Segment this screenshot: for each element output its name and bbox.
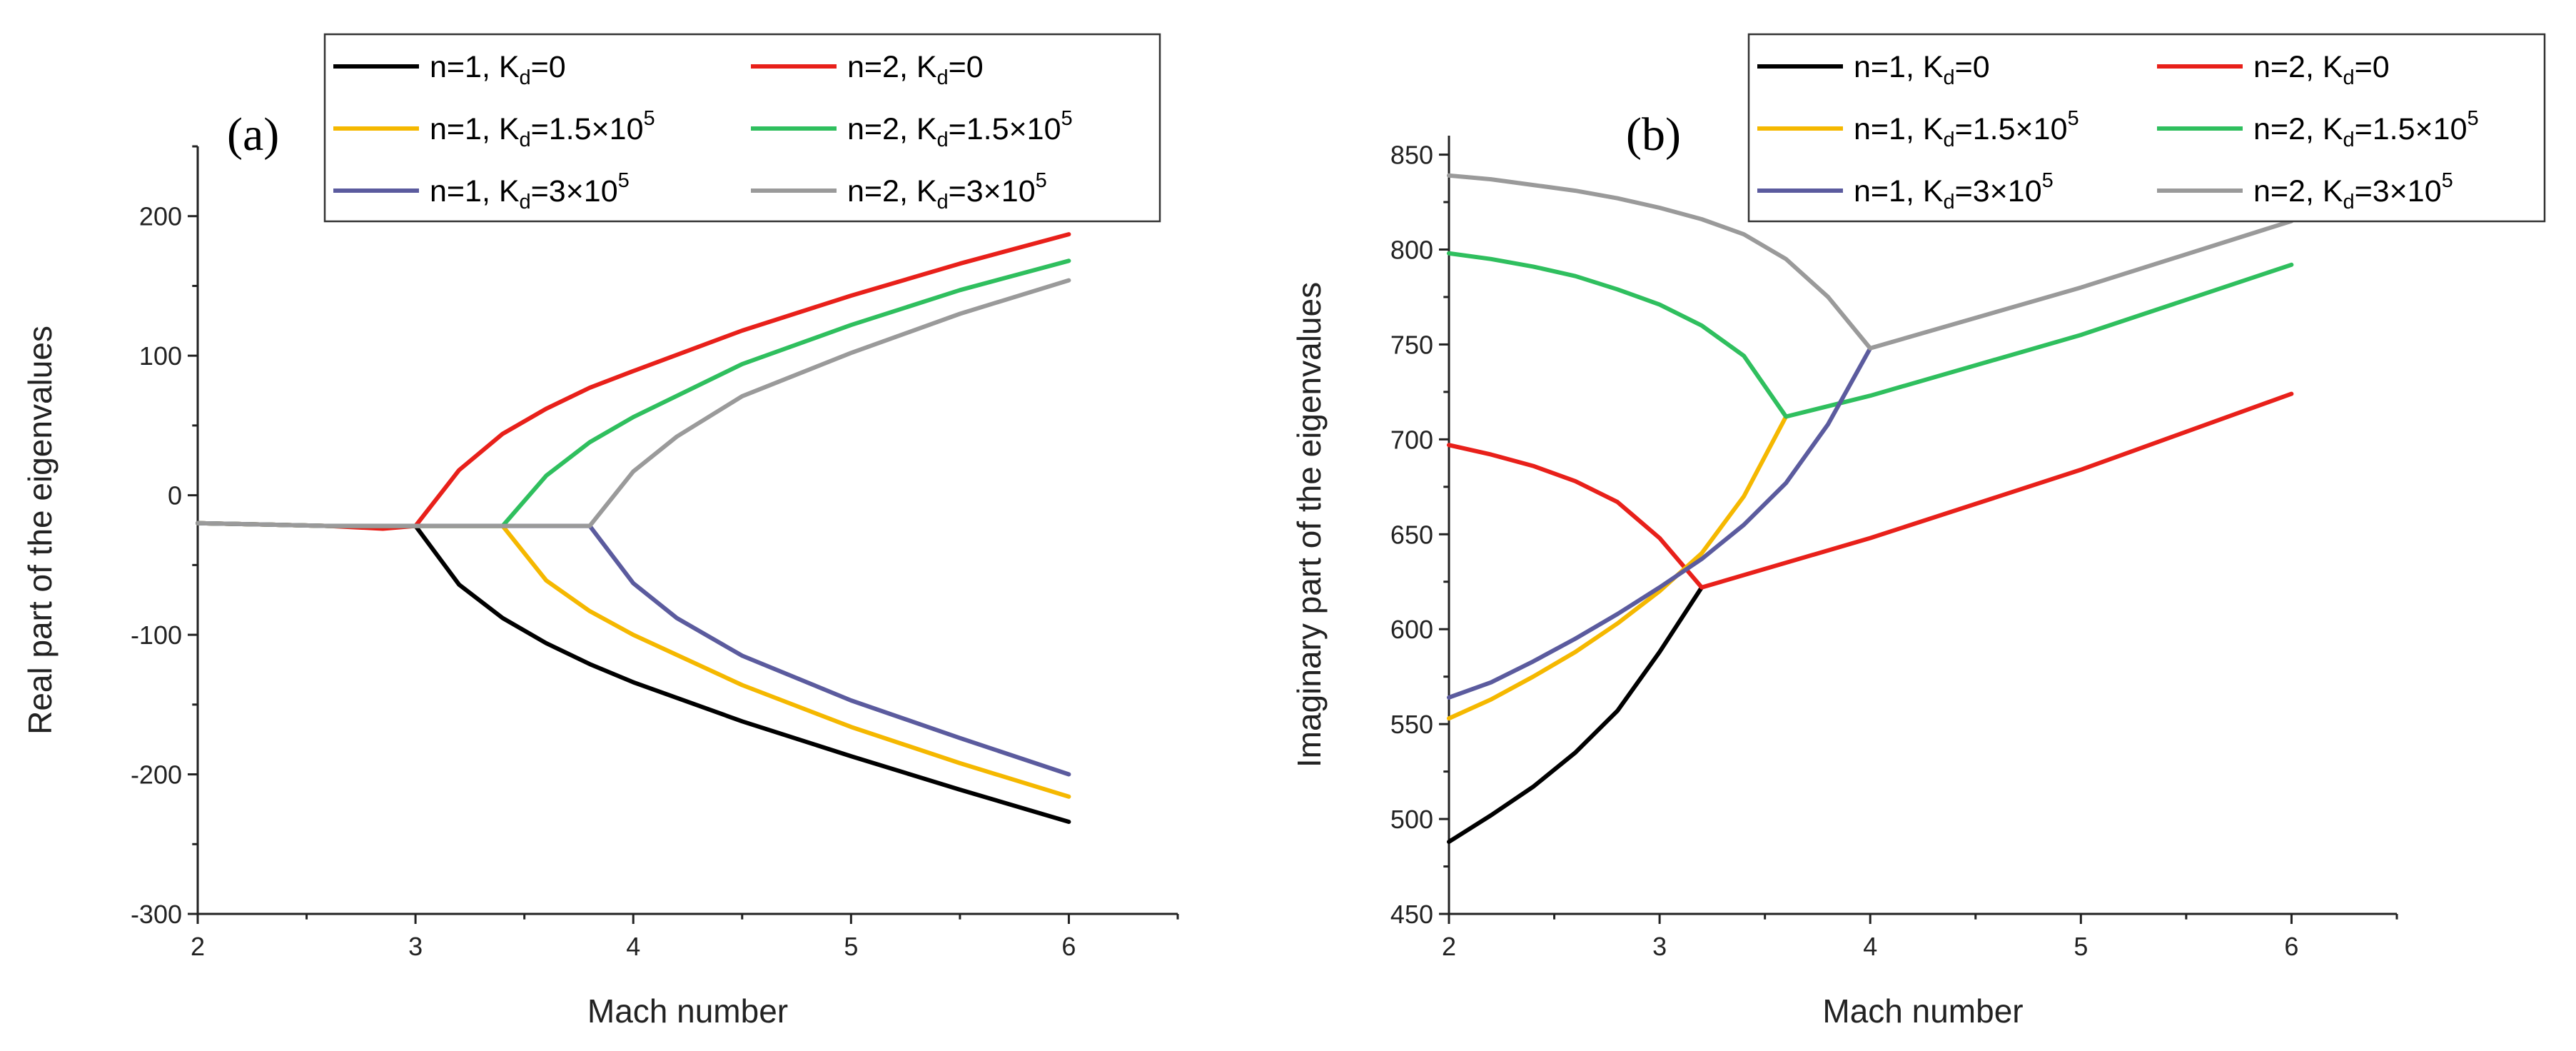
chart1-legend-label: n=2, Kd=3×105 <box>847 169 1047 213</box>
chart1-x-tick-label: 5 <box>844 932 858 961</box>
chart1-y-tick-label: -200 <box>131 760 182 790</box>
chart2-series-line-6 <box>1447 173 2294 351</box>
chart1-y-tick-label: -100 <box>131 620 182 650</box>
chart2-legend-label: n=1, Kd=0 <box>1854 50 1990 89</box>
chart1-axes: 2 3 4 5 6 -300 -200 -100 0 100 200 <box>131 145 1179 961</box>
chart1-legend-label: n=2, Kd=0 <box>847 50 984 89</box>
chart2-y-tick-label: 600 <box>1390 615 1433 644</box>
chart2-legend: n=1, Kd=0 n=2, Kd=0 n=1, Kd=1.5×105 n=2, Kd… <box>1747 33 2546 223</box>
chart1-legend-label: n=1, Kd=3×105 <box>430 169 630 213</box>
chart2-legend-label: n=2, Kd=3×105 <box>2253 169 2453 213</box>
chart2-x-tick-label: 6 <box>2284 932 2298 961</box>
chart2-legend-item-1: n=1, Kd=0 <box>1757 50 1990 89</box>
chart1-legend-box <box>323 33 1161 223</box>
chart2-y-tick-label: 700 <box>1390 425 1433 454</box>
chart1-y-axis-title: Real part of the eigenvalues <box>21 326 59 735</box>
chart2-panel-label: (b) <box>1626 109 1681 161</box>
chart1-legend-item-4: n=2, Kd=1.5×105 <box>751 107 1073 151</box>
chart1-y-tick-label: 0 <box>168 481 182 511</box>
chart1-series-line-3 <box>196 521 1071 799</box>
chart-panel-a: 2 3 4 5 6 -300 -200 -100 0 100 200 Mach number Real … <box>21 33 1179 1030</box>
chart2-series-line-3 <box>1447 414 1789 721</box>
chart1-x-tick-label: 6 <box>1061 932 1076 961</box>
chart2-y-tick-label: 850 <box>1390 141 1433 170</box>
chart2-y-tick-label: 450 <box>1390 900 1433 929</box>
chart1-legend-label: n=1, Kd=1.5×105 <box>430 107 655 151</box>
chart2-legend-label: n=2, Kd=1.5×105 <box>2253 107 2479 151</box>
chart1-x-tick-label: 3 <box>408 932 423 961</box>
chart2-x-tick-label: 3 <box>1652 932 1667 961</box>
chart2-legend-label: n=1, Kd=1.5×105 <box>1854 107 2079 151</box>
chart-panel-b: 2 3 4 5 6 450 500 550 600 650 700 750 800 850 Mach num… <box>1290 33 2546 1030</box>
chart2-y-tick-label: 550 <box>1390 710 1433 739</box>
chart1-series-line-6 <box>196 278 1071 528</box>
chart1-legend-label: n=2, Kd=1.5×105 <box>847 107 1073 151</box>
chart1-y-tick-label: 100 <box>139 341 182 371</box>
chart2-x-tick-label: 4 <box>1863 932 1877 961</box>
chart1-series-line-4 <box>196 258 1071 528</box>
chart2-y-axis-title: Imaginary part of the eigenvalues <box>1290 282 1328 768</box>
chart2-legend-item-5: n=1, Kd=3×105 <box>1757 169 2054 213</box>
chart2-x-tick-label: 2 <box>1442 932 1456 961</box>
chart1-series-line-1 <box>196 521 1071 824</box>
chart2-y-tick-label: 800 <box>1390 236 1433 265</box>
chart1-legend-item-6: n=2, Kd=3×105 <box>751 169 1047 213</box>
chart2-x-tick-label: 5 <box>2074 932 2088 961</box>
chart1-series-line-2 <box>196 232 1071 531</box>
chart2-legend-item-6: n=2, Kd=3×105 <box>2157 169 2453 213</box>
chart2-series-line-2 <box>1447 391 2294 590</box>
chart1-x-tick-label: 4 <box>626 932 640 961</box>
chart1-panel-label: (a) <box>227 109 279 161</box>
chart1-x-tick-label: 2 <box>191 932 205 961</box>
chart1-legend-item-2: n=2, Kd=0 <box>751 50 984 89</box>
chart2-x-axis-title: Mach number <box>1822 992 2023 1030</box>
chart2-legend-item-2: n=2, Kd=0 <box>2157 50 2390 89</box>
chart1-y-tick-label: 200 <box>139 202 182 231</box>
chart1-legend-item-3: n=1, Kd=1.5×105 <box>333 107 655 151</box>
chart1-legend-item-5: n=1, Kd=3×105 <box>333 169 630 213</box>
chart2-legend-label: n=1, Kd=3×105 <box>1854 169 2054 213</box>
chart2-legend-item-4: n=2, Kd=1.5×105 <box>2157 107 2479 151</box>
chart2-y-tick-label: 500 <box>1390 805 1433 834</box>
chart1-x-axis-title: Mach number <box>587 992 788 1030</box>
chart1-legend: n=1, Kd=0 n=2, Kd=0 n=1, Kd=1.5×105 n=2, Kd… <box>323 33 1161 223</box>
chart1-series-group <box>196 232 1071 824</box>
chart2-axes: 2 3 4 5 6 450 500 550 600 650 700 750 800 850 <box>1390 136 2398 961</box>
chart2-legend-box <box>1747 33 2546 223</box>
chart2-legend-label: n=2, Kd=0 <box>2253 50 2390 89</box>
chart2-y-tick-label: 650 <box>1390 520 1433 549</box>
chart1-legend-label: n=1, Kd=0 <box>430 50 566 89</box>
chart2-legend-item-3: n=1, Kd=1.5×105 <box>1757 107 2079 151</box>
chart1-series-line-5 <box>196 521 1071 777</box>
chart2-series-line-4 <box>1447 251 2294 419</box>
chart1-y-tick-label: -300 <box>131 900 182 929</box>
chart2-series-group <box>1447 173 2294 844</box>
chart2-series-line-5 <box>1447 346 1873 700</box>
chart2-y-tick-label: 750 <box>1390 330 1433 359</box>
chart1-legend-item-1: n=1, Kd=0 <box>333 50 566 89</box>
chart2-series-line-1 <box>1447 585 1704 844</box>
